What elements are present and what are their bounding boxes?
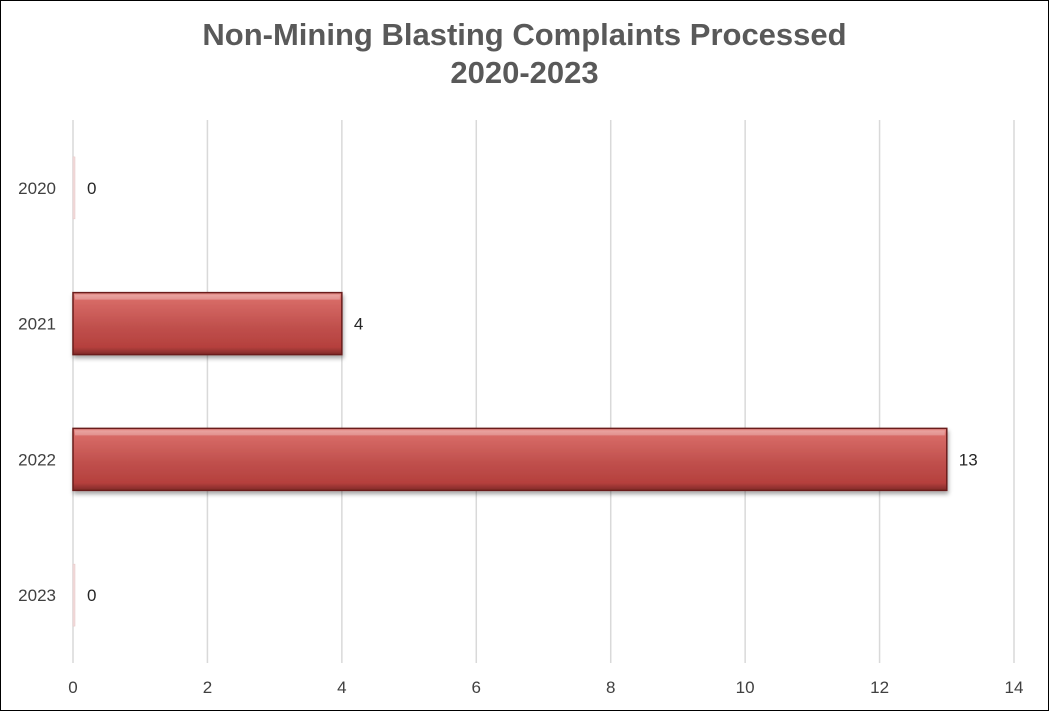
- x-tick-label: 14: [1005, 678, 1024, 697]
- x-tick-label: 0: [68, 678, 77, 697]
- bars: [72, 156, 948, 627]
- bar-highlight: [75, 430, 945, 436]
- chart-title-line-1: Non-Mining Blasting Complaints Processed: [202, 17, 847, 52]
- y-tick-label: 2020: [18, 179, 56, 198]
- bar: [72, 563, 76, 627]
- x-tick-label: 2: [203, 678, 212, 697]
- chart-title: Non-Mining Blasting Complaints Processed…: [0, 16, 1049, 92]
- x-tick-label: 4: [337, 678, 346, 697]
- data-label: 4: [354, 315, 363, 334]
- data-labels: 0 4 13 0: [87, 179, 978, 605]
- bar: [72, 427, 948, 492]
- x-tick-label: 10: [736, 678, 755, 697]
- x-axis-tick-labels: 0 2 4 6 8 10 12 14: [68, 678, 1023, 697]
- bar-highlight: [75, 294, 340, 300]
- data-label: 0: [87, 586, 96, 605]
- x-tick-label: 6: [472, 678, 481, 697]
- y-tick-label: 2022: [18, 450, 56, 469]
- y-axis-tick-labels: 2020 2021 2022 2023: [18, 179, 56, 605]
- y-tick-label: 2021: [18, 315, 56, 334]
- data-label: 13: [959, 450, 978, 469]
- bar: [72, 156, 76, 220]
- gridlines: [72, 120, 1015, 663]
- chart-title-line-2: 2020-2023: [450, 55, 599, 90]
- x-tick-label: 8: [606, 678, 615, 697]
- y-tick-label: 2023: [18, 586, 56, 605]
- x-tick-label: 12: [870, 678, 889, 697]
- bar: [72, 291, 343, 356]
- data-label: 0: [87, 179, 96, 198]
